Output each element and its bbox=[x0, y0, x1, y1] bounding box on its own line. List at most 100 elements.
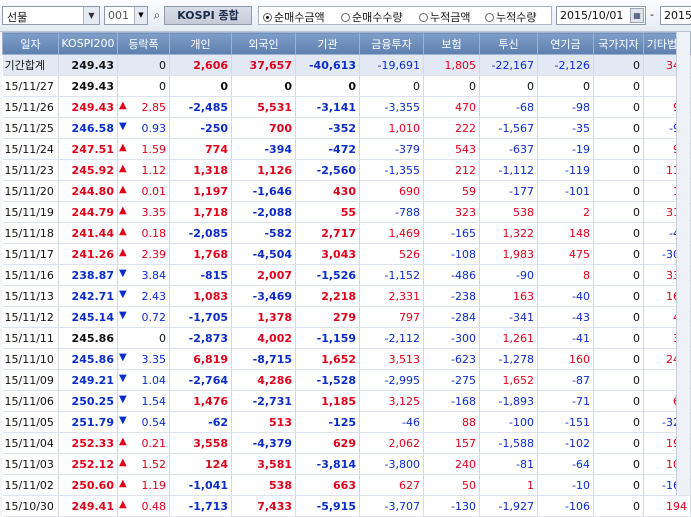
value-cell: -3,355 bbox=[359, 96, 424, 118]
table-row[interactable]: 15/11/16 238.87 ▼ 3.84 -815 2,007 -1,526 -1,152… bbox=[2, 264, 691, 286]
kospi200-cell: 252.33 bbox=[58, 432, 118, 454]
value-cell: 1,983 bbox=[479, 243, 538, 265]
change-cell: ▲ 0.21 bbox=[117, 432, 170, 454]
table-row[interactable]: 15/11/18 241.44 ▲ 0.18 -2,085 -582 2,717 1,469-… bbox=[2, 222, 691, 244]
value-cell: 6,819 bbox=[169, 348, 232, 370]
down-arrow-icon: ▼ bbox=[119, 268, 127, 279]
value-cell: 543 bbox=[423, 138, 480, 160]
value-cell: 5,531 bbox=[231, 96, 296, 118]
vertical-scrollbar[interactable] bbox=[676, 32, 690, 495]
column-header[interactable]: 국가지자 bbox=[593, 32, 644, 55]
date-from-input[interactable]: 2015/10/01 ▦ bbox=[556, 6, 646, 25]
value-cell: -87 bbox=[537, 369, 594, 391]
value-cell: 0 bbox=[593, 222, 644, 244]
table-row[interactable]: 15/11/23 245.92 ▲ 1.12 1,318 1,126 -2,560 -1,35… bbox=[2, 159, 691, 181]
value-cell: 50 bbox=[423, 474, 480, 496]
value-cell: 1,126 bbox=[231, 159, 296, 181]
column-header[interactable]: 투신 bbox=[479, 32, 538, 55]
change-value: 0.01 bbox=[141, 184, 167, 198]
column-header[interactable]: 등락폭 bbox=[117, 32, 170, 55]
change-value: 1.19 bbox=[141, 478, 167, 492]
value-cell: 222 bbox=[423, 117, 480, 139]
change-value: 0 bbox=[159, 58, 166, 72]
change-value: 1.04 bbox=[141, 373, 167, 387]
value-cell: 124 bbox=[169, 453, 232, 475]
search-icon[interactable]: ⌕ bbox=[153, 8, 161, 22]
value-cell: 475 bbox=[537, 243, 594, 265]
table-row[interactable]: 15/11/12 245.14 ▼ 0.72 -1,705 1,378 279 797 -284… bbox=[2, 306, 691, 328]
value-cell: 1,185 bbox=[295, 390, 360, 412]
value-cell: -1,567 bbox=[479, 117, 538, 139]
column-header[interactable]: 금융투자 bbox=[359, 32, 424, 55]
change-cell: ▼ 0.54 bbox=[117, 411, 170, 433]
table-row[interactable]: 15/11/26 249.43 ▲ 2.85 -2,485 5,531 -3,141 -3,3… bbox=[2, 96, 691, 118]
date-to-input[interactable]: 2015 bbox=[660, 6, 691, 25]
value-cell: -472 bbox=[295, 138, 360, 160]
value-cell: 0 bbox=[593, 201, 644, 223]
table-row[interactable]: 15/11/10 245.86 ▼ 3.35 6,819 -8,715 1,652 3,513… bbox=[2, 348, 691, 370]
radio-net-quantity[interactable]: 순매수수량 bbox=[341, 9, 403, 25]
column-header[interactable]: 외국인 bbox=[231, 32, 296, 55]
chevron-down-icon[interactable]: ▼ bbox=[83, 7, 99, 24]
code-dropdown-icon[interactable]: ▼ bbox=[134, 7, 147, 24]
table-row[interactable]: 15/11/11 245.86 0 -2,873 4,002 -1,159 -2,112 -3… bbox=[2, 327, 691, 349]
value-cell: -1,646 bbox=[231, 180, 296, 202]
value-cell: -341 bbox=[479, 306, 538, 328]
summary-row[interactable]: 기간합계 249.43 0 2,606 37,657 -40,613 -19,691 1,80… bbox=[2, 54, 691, 76]
table-row[interactable]: 15/11/04 252.33 ▲ 0.21 3,558 -4,379 629 2,062 15… bbox=[2, 432, 691, 454]
calendar-icon[interactable]: ▦ bbox=[630, 8, 644, 23]
date-cell: 15/11/16 bbox=[2, 264, 59, 286]
radio-cum-quantity[interactable]: 누적수량 bbox=[485, 9, 536, 25]
table-row[interactable]: 15/11/02 250.60 ▲ 1.19 -1,041 538 663 627 50 1 -10… bbox=[2, 474, 691, 496]
code-input[interactable]: 001 ▼ bbox=[104, 6, 148, 25]
value-cell: -71 bbox=[537, 390, 594, 412]
table-row[interactable]: 15/11/03 252.12 ▲ 1.52 124 3,581 -3,814 -3,800 2… bbox=[2, 453, 691, 475]
value-cell: -3,469 bbox=[231, 285, 296, 307]
table-row[interactable]: 15/11/06 250.25 ▼ 1.54 1,476 -2,731 1,185 3,125… bbox=[2, 390, 691, 412]
column-header[interactable]: KOSPI200 bbox=[58, 32, 118, 55]
value-cell: 538 bbox=[231, 474, 296, 496]
down-arrow-icon: ▼ bbox=[119, 121, 127, 132]
value-cell: 0 bbox=[593, 117, 644, 139]
change-value: 0 bbox=[159, 331, 166, 345]
column-header[interactable]: 보험 bbox=[423, 32, 480, 55]
table-row[interactable]: 15/11/20 244.80 ▲ 0.01 1,197 -1,646 430 690 59 -1… bbox=[2, 180, 691, 202]
value-cell: -100 bbox=[479, 411, 538, 433]
value-cell: 0 bbox=[593, 474, 644, 496]
column-header[interactable]: 기관 bbox=[295, 32, 360, 55]
column-header[interactable]: 개인 bbox=[169, 32, 232, 55]
table-row[interactable]: 15/11/05 251.79 ▼ 0.54 -62 513 -125 -46 88 -100 -1… bbox=[2, 411, 691, 433]
change-cell: ▲ 1.52 bbox=[117, 453, 170, 475]
change-value: 1.59 bbox=[141, 142, 167, 156]
change-cell: ▼ 3.35 bbox=[117, 348, 170, 370]
kospi200-cell: 241.44 bbox=[58, 222, 118, 244]
change-value: 2.43 bbox=[141, 289, 167, 303]
value-cell: 0 bbox=[593, 75, 644, 97]
value-cell: -352 bbox=[295, 117, 360, 139]
value-cell: -2,088 bbox=[231, 201, 296, 223]
change-cell: 0 bbox=[117, 54, 170, 76]
value-cell: 4,286 bbox=[231, 369, 296, 391]
column-header[interactable]: 연기금 bbox=[537, 32, 594, 55]
table-row[interactable]: 15/11/24 247.51 ▲ 1.59 774 -394 -472 -379 543 -63… bbox=[2, 138, 691, 160]
date-cell: 15/11/24 bbox=[2, 138, 59, 160]
radio-cum-amount[interactable]: 누적금액 bbox=[419, 9, 470, 25]
table-row[interactable]: 15/11/19 244.79 ▲ 3.35 1,718 -2,088 55 -788 323 5… bbox=[2, 201, 691, 223]
radio-net-amount[interactable]: 순매수금액 bbox=[263, 9, 325, 25]
table-row[interactable]: 15/11/09 249.21 ▼ 1.04 -2,764 4,286 -1,528 -2,9… bbox=[2, 369, 691, 391]
table-row[interactable]: 15/10/30 249.41 ▲ 0.48 -1,713 7,433 -5,915 -3,7… bbox=[2, 495, 691, 517]
value-cell: 690 bbox=[359, 180, 424, 202]
value-cell: -815 bbox=[169, 264, 232, 286]
column-header[interactable]: 일자 bbox=[2, 32, 59, 55]
table-row[interactable]: 15/11/13 242.71 ▼ 2.43 1,083 -3,469 2,218 2,331… bbox=[2, 285, 691, 307]
table-row[interactable]: 15/11/17 241.26 ▲ 2.39 1,768 -4,504 3,043 526 -1… bbox=[2, 243, 691, 265]
value-cell: -300 bbox=[423, 327, 480, 349]
table-row[interactable]: 15/11/25 246.58 ▼ 0.93 -250 700 -352 1,010 222 -1… bbox=[2, 117, 691, 139]
investor-trading-table: 일자 KOSPI200 등락폭 개인 외국인 기관 금융투자 보험 투신 연기금 국가지자 기타법인 … bbox=[2, 32, 691, 517]
value-cell: 0 bbox=[537, 75, 594, 97]
change-value: 3.35 bbox=[141, 352, 167, 366]
kospi200-cell: 249.43 bbox=[58, 75, 118, 97]
market-select[interactable]: 선물 ▼ bbox=[2, 6, 100, 25]
value-cell: -2,764 bbox=[169, 369, 232, 391]
